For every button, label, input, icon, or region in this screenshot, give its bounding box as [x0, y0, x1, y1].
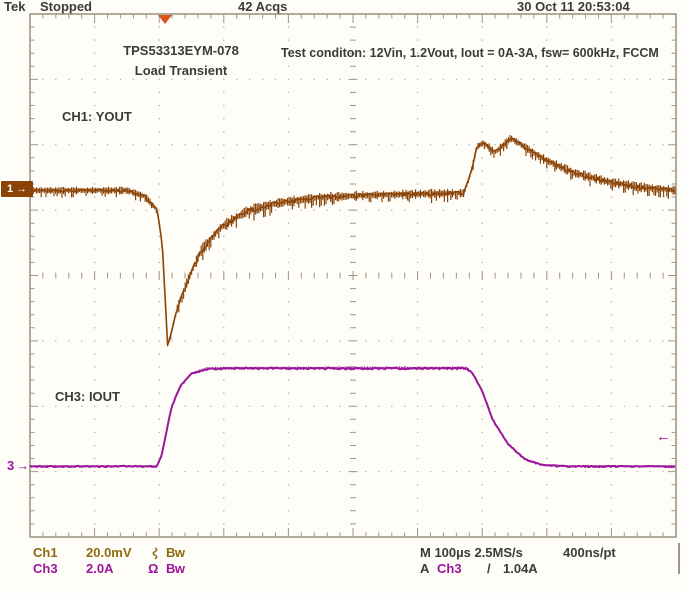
trigger-level-arrow-icon: ←: [656, 428, 671, 445]
datetime: 30 Oct 11 20:53:04: [517, 0, 630, 14]
test-name-annotation: Load Transient: [134, 63, 228, 78]
trigger-level: 1.04A: [503, 561, 538, 576]
ch3-ground-marker: 3 →: [7, 458, 29, 473]
test-condition-annotation: Test conditon: 12Vin, 1.2Vout, Iout = 0A…: [281, 46, 659, 60]
ch3-trace-label: CH3: IOUT: [55, 389, 120, 404]
ohm-termination-icon: Ω: [148, 561, 159, 576]
ch1-scale: 20.0mV: [86, 545, 132, 560]
ch1-bandwidth-limit: Bw: [166, 545, 185, 560]
trigger-mode: A: [420, 561, 430, 576]
ch1-marker-number: 1: [6, 182, 14, 195]
device-annotation: TPS53313EYM-078: [123, 43, 239, 58]
right-arrow-icon: →: [16, 458, 30, 473]
acquisition-count: 42 Acqs: [238, 0, 288, 14]
timebase-readout: M 100µs 2.5MS/s: [420, 545, 523, 560]
acquisition-state: Stopped: [40, 0, 92, 14]
tek-logo: Tek: [4, 0, 26, 14]
resolution-readout: 400ns/pt: [563, 545, 616, 560]
ac-coupling-icon: [152, 547, 158, 560]
rising-edge-slope-icon: /: [487, 561, 491, 576]
trigger-source: Ch3: [437, 561, 462, 576]
ch1-trace-label: CH1: YOUT: [62, 109, 132, 124]
ch3-scale: 2.0A: [86, 561, 114, 576]
ch3-bandwidth-limit: Bw: [166, 561, 185, 576]
ch3-marker-number: 3: [7, 458, 15, 473]
ch1-readout-name: Ch1: [33, 545, 58, 560]
ch3-readout-name: Ch3: [33, 561, 58, 576]
ch1-ground-marker: 1 →: [1, 181, 33, 197]
trigger-position-icon: [158, 15, 172, 24]
right-arrow-icon: →: [16, 182, 28, 195]
frame-divider: [678, 543, 680, 574]
